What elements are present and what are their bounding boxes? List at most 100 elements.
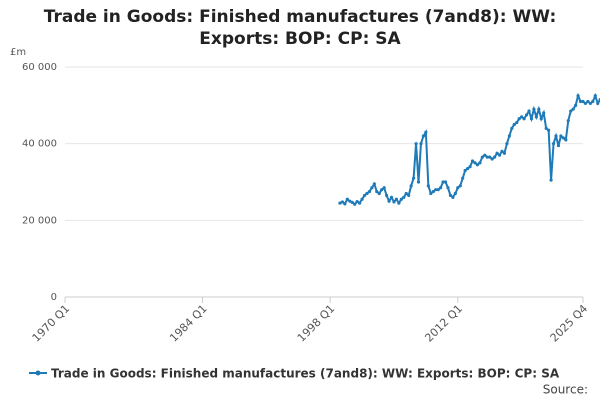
point — [549, 178, 553, 182]
point — [468, 165, 472, 169]
point — [551, 142, 556, 146]
point — [424, 130, 428, 134]
x-tick-label: 2012 Q1 — [423, 302, 466, 345]
x-tick-label: 1998 Q1 — [295, 302, 338, 345]
point — [539, 117, 543, 121]
point — [426, 184, 430, 188]
point — [394, 197, 399, 201]
y-tick-label: 20 000 — [22, 215, 57, 226]
point — [446, 186, 450, 190]
point — [345, 197, 349, 201]
point — [591, 99, 595, 104]
point — [404, 191, 408, 196]
point — [338, 201, 342, 205]
point — [478, 161, 482, 165]
point — [559, 134, 563, 138]
point — [485, 155, 489, 159]
point — [343, 202, 347, 206]
chart-title: Trade in Goods: Finished manufactures (7… — [43, 7, 557, 49]
point — [414, 142, 418, 146]
point — [512, 122, 516, 127]
point — [473, 161, 477, 165]
point — [576, 94, 580, 98]
point — [571, 107, 575, 111]
point — [537, 107, 541, 111]
point — [436, 188, 440, 192]
point — [461, 176, 465, 180]
point — [377, 191, 381, 196]
point — [362, 193, 367, 198]
point — [524, 113, 529, 117]
point — [372, 182, 376, 186]
point — [556, 143, 561, 148]
point — [439, 186, 443, 190]
point — [353, 202, 357, 206]
y-tick-label: 40 000 — [22, 139, 57, 150]
point — [510, 126, 514, 130]
point — [348, 199, 352, 203]
y-tick-label: 0 — [51, 292, 57, 303]
point — [517, 117, 521, 121]
point — [367, 189, 372, 194]
point — [569, 109, 573, 113]
point — [520, 115, 524, 119]
point — [453, 191, 457, 196]
point — [340, 200, 345, 204]
point — [483, 153, 487, 157]
point — [434, 188, 438, 192]
y-axis-label: £m — [10, 47, 26, 58]
point — [544, 126, 548, 130]
point — [350, 200, 354, 204]
point — [429, 191, 433, 196]
point — [419, 142, 423, 146]
point — [529, 117, 534, 121]
point — [534, 115, 538, 119]
point — [365, 191, 369, 196]
point — [397, 201, 401, 205]
point — [360, 197, 364, 201]
point — [495, 151, 499, 155]
point — [493, 155, 497, 159]
point — [375, 189, 379, 194]
point — [456, 186, 460, 190]
point — [407, 193, 411, 198]
series-line — [339, 92, 600, 206]
point — [409, 184, 413, 188]
point — [593, 94, 597, 98]
point — [451, 195, 455, 199]
point — [527, 109, 531, 113]
point — [515, 120, 519, 125]
point — [355, 199, 359, 204]
point — [574, 103, 578, 107]
point — [399, 197, 403, 201]
point — [402, 195, 406, 199]
point — [502, 151, 507, 155]
point — [581, 99, 585, 104]
point — [389, 195, 394, 199]
point — [480, 155, 484, 159]
point — [412, 176, 416, 180]
point — [463, 168, 467, 173]
point — [488, 155, 492, 159]
point — [564, 138, 568, 142]
point — [500, 149, 504, 153]
x-tick-label: 1984 Q1 — [167, 302, 210, 345]
point — [542, 111, 546, 115]
legend-dot — [35, 370, 41, 376]
point — [532, 107, 536, 111]
point — [382, 186, 386, 190]
point — [443, 180, 448, 184]
legend-label: Trade in Goods: Finished manufactures (7… — [51, 367, 560, 381]
source: Source: — [543, 383, 588, 397]
point — [421, 134, 426, 138]
point — [392, 200, 396, 204]
point — [583, 101, 588, 106]
point — [470, 159, 475, 163]
point — [497, 153, 502, 157]
x-tick-label: 2025 Q4 — [548, 302, 591, 345]
point — [566, 119, 570, 123]
point — [385, 193, 389, 198]
point — [458, 184, 462, 188]
point — [475, 163, 480, 167]
